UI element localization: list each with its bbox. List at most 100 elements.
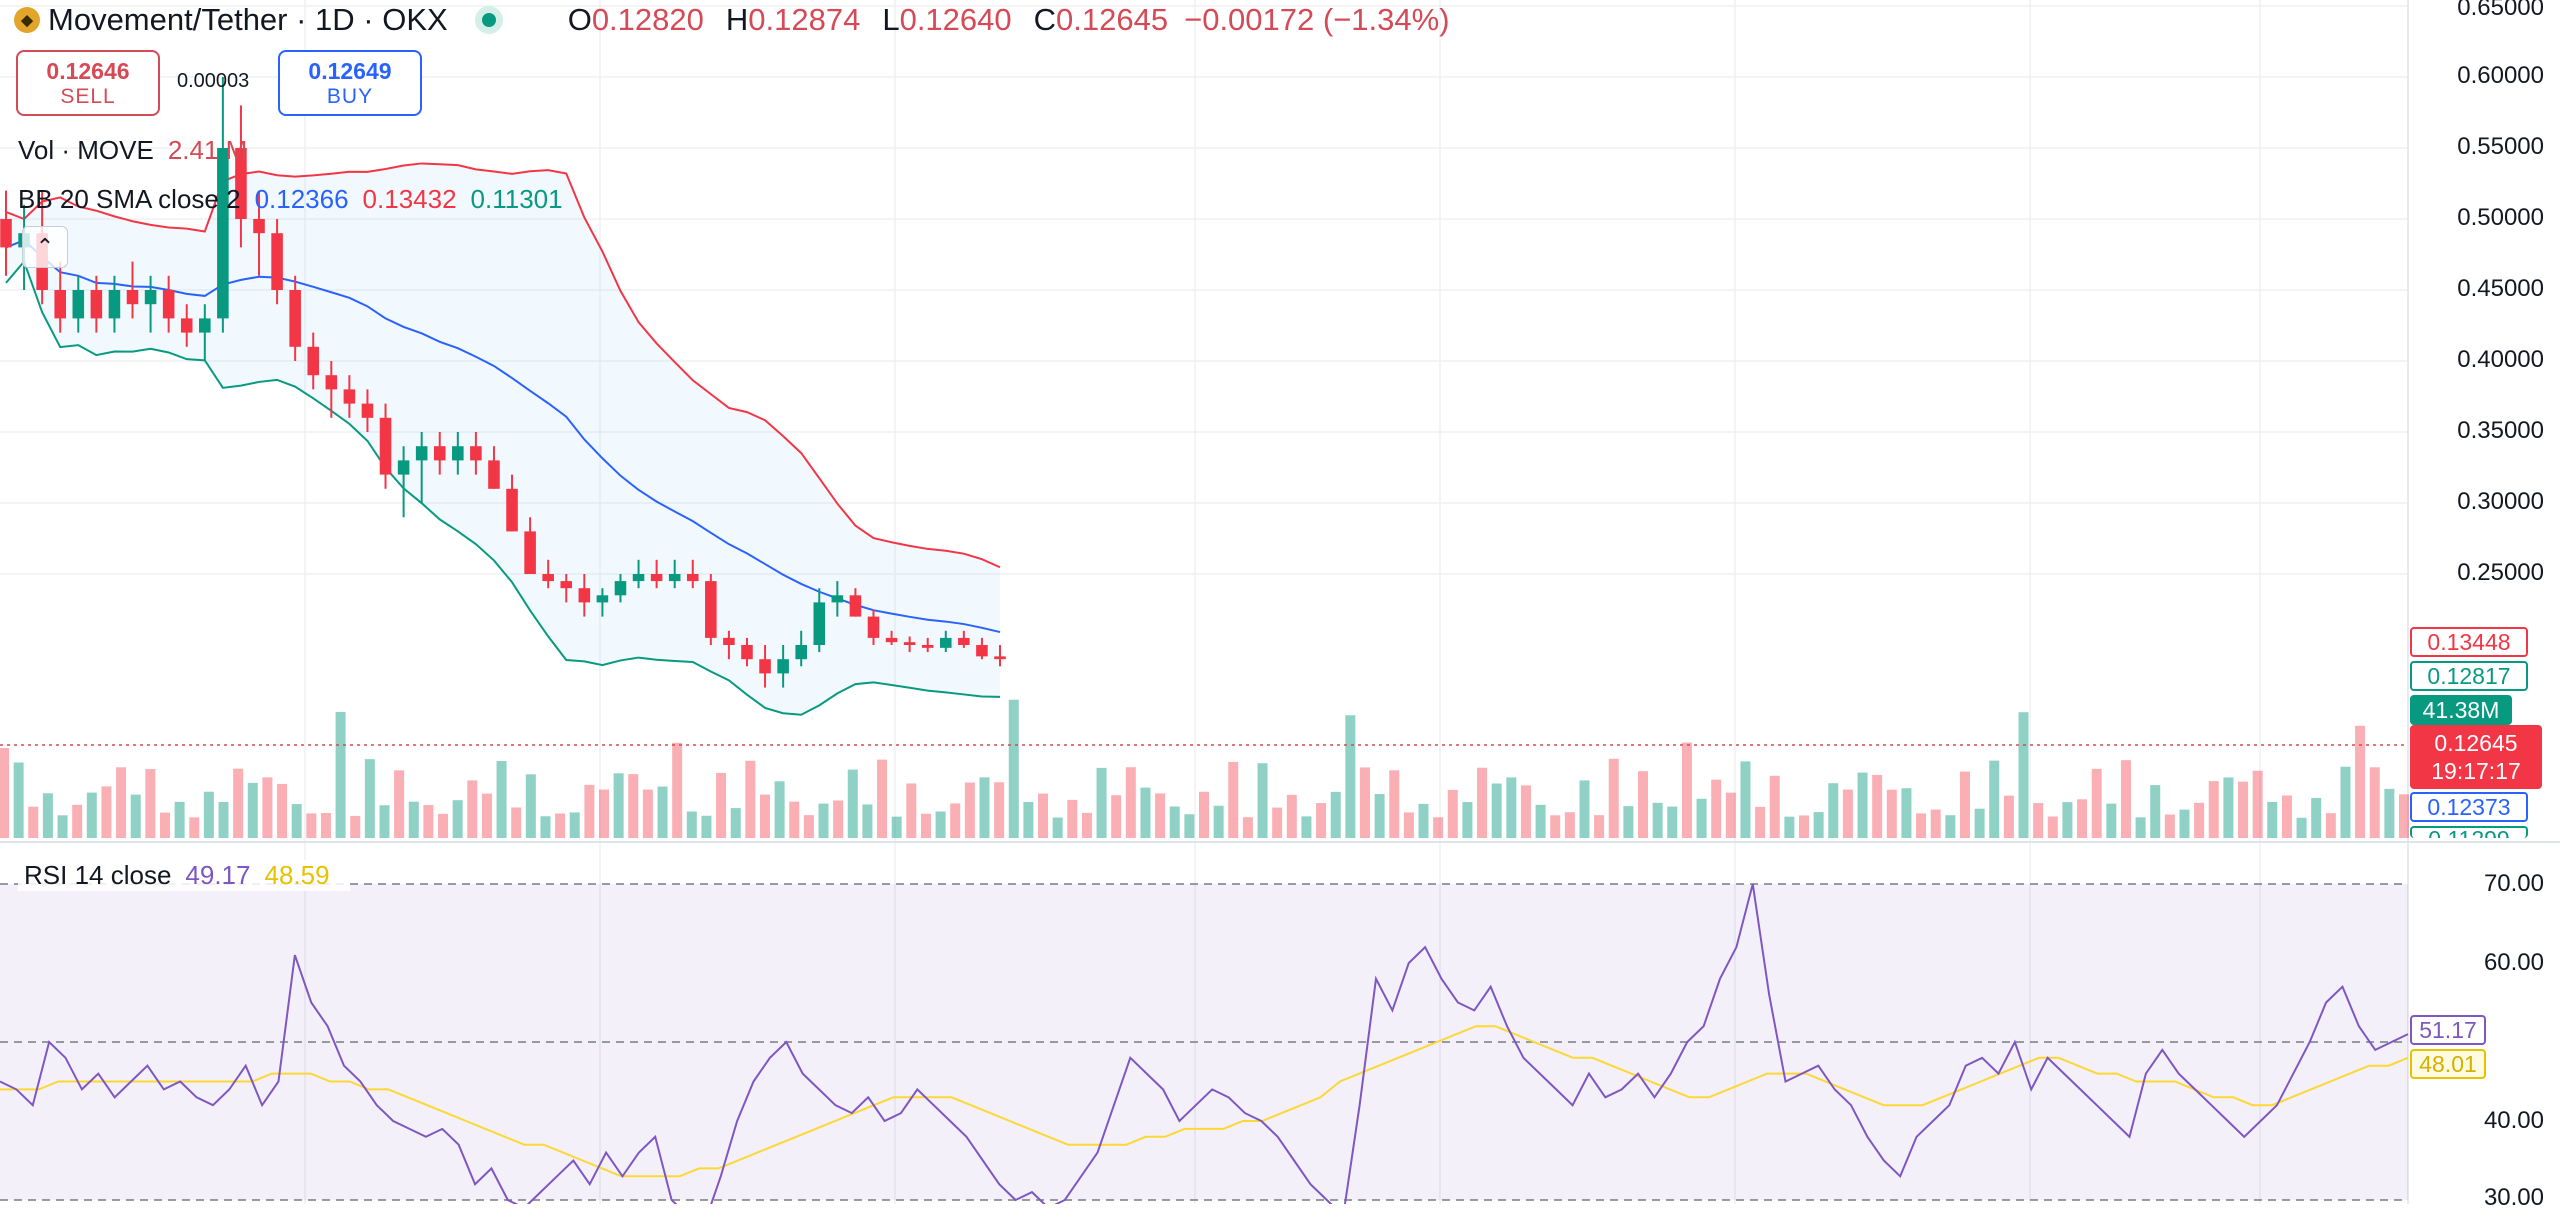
volume-bar (803, 815, 814, 838)
candle-body (939, 637, 952, 648)
candle-body (614, 581, 627, 596)
rsi-legend[interactable]: RSI 14 close 49.17 48.59 (18, 860, 350, 891)
volume-legend-name: Vol · MOVE (18, 135, 154, 165)
collapse-legend-button[interactable]: ⌃ (22, 226, 68, 268)
volume-bar (189, 817, 200, 838)
bb-legend[interactable]: BB 20 SMA close 2 0.12366 0.13432 0.11301 (18, 184, 577, 215)
volume-bar (306, 813, 317, 838)
candle-body (144, 290, 157, 305)
ohlc-high-value: 0.12874 (748, 2, 861, 37)
candle-body (506, 488, 518, 532)
volume-bar (540, 816, 551, 838)
bb-basis-value: 0.12366 (254, 184, 349, 214)
volume-bar (364, 759, 375, 838)
volume-bar (1886, 789, 1897, 838)
volume-legend[interactable]: Vol · MOVE 2.41 M (18, 135, 261, 166)
candle-body (976, 645, 988, 657)
volume-bar (262, 777, 273, 838)
volume-tag: 41.38M (2410, 695, 2512, 725)
price-axis-label: 0.60000 (2457, 62, 2544, 89)
volume-bar (2281, 795, 2292, 838)
volume-bar (862, 804, 873, 838)
volume-bar (1477, 767, 1488, 838)
volume-bar (1242, 817, 1253, 838)
volume-bar (584, 784, 595, 838)
rsi-axis-label: 60.00 (2483, 949, 2544, 976)
volume-bar (686, 811, 697, 838)
candle-body (289, 290, 301, 347)
volume-bar (203, 791, 214, 838)
price-axis-label: 0.55000 (2457, 133, 2544, 160)
volume-bar (2340, 766, 2351, 838)
volume-bar (657, 786, 668, 838)
symbol-title[interactable]: Movement/Tether · 1D · OKX (48, 2, 448, 37)
volume-bar (350, 815, 361, 838)
candle-body (470, 446, 482, 461)
price-axis-label: 0.65000 (2457, 0, 2544, 21)
volume-bar (2252, 770, 2263, 838)
candle-body (253, 219, 265, 234)
candle-body (921, 645, 934, 648)
volume-bar (408, 801, 419, 838)
volume-bar (1740, 761, 1751, 838)
volume-bar (1345, 715, 1356, 838)
rsi-axis-label: 30.00 (2483, 1184, 2544, 1211)
volume-bar (877, 759, 888, 838)
candle-body (885, 637, 898, 643)
volume-bar (379, 805, 390, 838)
volume-bar (1638, 771, 1649, 838)
volume-bar (569, 812, 580, 838)
volume-bar (2384, 788, 2395, 838)
volume-bar (599, 789, 609, 838)
volume-bar (1711, 779, 1722, 838)
volume-bar (72, 804, 83, 838)
volume-bar (628, 774, 639, 838)
candle-body (271, 233, 283, 290)
sell-button[interactable]: 0.12646 SELL (16, 50, 160, 116)
volume-bar (1213, 805, 1224, 838)
candle-body (813, 602, 826, 645)
last-price-value: 0.12645 (2434, 730, 2518, 756)
volume-bar (467, 780, 478, 838)
candle-body (343, 389, 356, 404)
candle-body (705, 581, 717, 638)
candle-body (108, 290, 121, 319)
buy-button[interactable]: 0.12649 BUY (278, 50, 422, 116)
volume-bar (1930, 809, 1941, 838)
price-axis-label: 0.50000 (2457, 204, 2544, 231)
coin-logo-icon: ◆ (14, 7, 40, 33)
ohlc-high-label: H (725, 2, 749, 37)
rsi-ma-legend-value: 48.59 (264, 860, 330, 890)
volume-bar (335, 711, 346, 838)
volume-bar (730, 808, 741, 838)
rsi-ma-tag: 48.01 (2410, 1049, 2486, 1079)
market-status-icon[interactable] (481, 13, 496, 27)
candle-body (903, 642, 916, 645)
candle-body (488, 460, 500, 489)
volume-bar (555, 813, 566, 838)
volume-bar (511, 807, 522, 838)
candle-body (0, 219, 12, 248)
candle-body (217, 148, 229, 319)
volume-bar (13, 762, 24, 838)
candle-body (433, 446, 446, 461)
volume-bar (28, 806, 39, 838)
candle-body (686, 574, 699, 582)
ohlc-open-value: 0.12820 (591, 2, 704, 37)
volume-bar (1038, 793, 1049, 838)
volume-bar (2355, 725, 2366, 838)
volume-bar (2296, 817, 2307, 838)
volume-bar (1916, 813, 1927, 838)
volume-bar (2018, 712, 2029, 838)
candle-body (415, 446, 428, 461)
volume-bar (1169, 806, 1180, 838)
volume-bar (1901, 788, 1912, 838)
candle-body (632, 574, 645, 582)
price-axis-label: 0.35000 (2457, 417, 2544, 444)
last-price-tag[interactable]: 0.12645 19:17:17 (2410, 725, 2542, 789)
volume-bar (1125, 767, 1136, 838)
volume-bar (1652, 802, 1663, 838)
volume-bar (1374, 794, 1385, 838)
